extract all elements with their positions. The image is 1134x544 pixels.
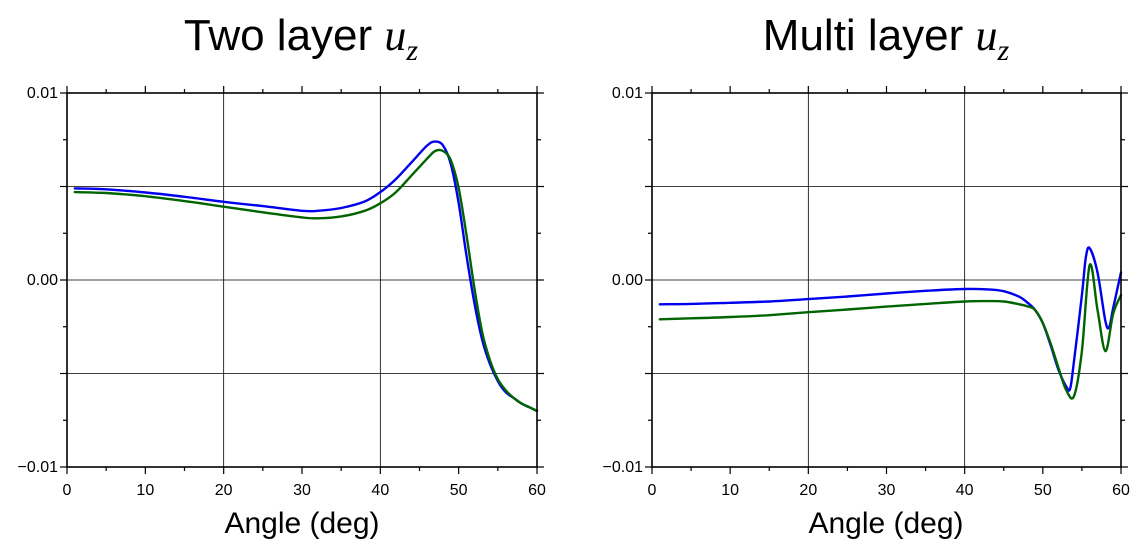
chart-title: Multi layer uz xyxy=(763,11,1010,67)
series-line-green xyxy=(73,148,539,413)
y-tick-label: 0.01 xyxy=(27,85,58,102)
y-tick-label: 0.01 xyxy=(612,85,643,102)
series-line-green xyxy=(658,263,1123,400)
chart-title: Two layer uz xyxy=(184,11,419,67)
grid-lines xyxy=(67,93,537,467)
chart-title-variable: u xyxy=(384,11,406,60)
x-tick-label: 60 xyxy=(1112,482,1130,499)
x-tick-label: 50 xyxy=(450,482,468,499)
tick-labels: 0 10 20 30 40 50 60 −0.01 0.00 0.01 xyxy=(603,85,1130,499)
x-tick-label: 60 xyxy=(528,482,546,499)
chart-title-text: Multi layer xyxy=(763,11,976,60)
chart-title-text: Two layer xyxy=(184,11,385,60)
tick-labels: 0 10 20 30 40 50 60 −0.01 0.00 0.01 xyxy=(18,85,546,499)
chart-title-subscript: z xyxy=(997,34,1010,67)
grid-lines xyxy=(652,93,1121,467)
chart-title-variable: u xyxy=(976,11,998,60)
x-tick-label: 10 xyxy=(721,482,739,499)
plot-frame xyxy=(651,92,1122,468)
chart-two-layer: Two layer uz 0 10 20 30 40 50 60−0.010.000.01 … xyxy=(18,11,546,540)
series-layer xyxy=(73,140,539,413)
plot-frame xyxy=(66,92,538,468)
x-tick-label: 40 xyxy=(371,482,389,499)
x-axis-label: Angle (deg) xyxy=(224,507,379,540)
x-tick-label: 0 xyxy=(648,482,657,499)
chart-title-subscript: z xyxy=(405,34,418,67)
y-tick-label: −0.01 xyxy=(18,459,59,476)
y-tick-label: 0.00 xyxy=(27,272,58,289)
x-tick-label: 40 xyxy=(956,482,974,499)
series-layer xyxy=(658,246,1123,400)
x-tick-label: 30 xyxy=(878,482,896,499)
x-tick-label: 10 xyxy=(136,482,154,499)
x-tick-label: 30 xyxy=(293,482,311,499)
x-tick-label: 20 xyxy=(799,482,817,499)
x-axis-label: Angle (deg) xyxy=(808,507,963,540)
chart-multi-layer: Multi layer uz 0 10 20 30 40 50 60 −0.01 0.00 0.0… xyxy=(603,11,1130,540)
y-tick-label: −0.01 xyxy=(603,459,644,476)
series-line-blue xyxy=(73,140,539,413)
y-tick-label: 0.00 xyxy=(612,272,643,289)
x-tick-label: 50 xyxy=(1034,482,1052,499)
x-tick-label: 0 xyxy=(63,482,72,499)
x-tick-label: 20 xyxy=(215,482,233,499)
series-line-blue xyxy=(658,246,1123,392)
